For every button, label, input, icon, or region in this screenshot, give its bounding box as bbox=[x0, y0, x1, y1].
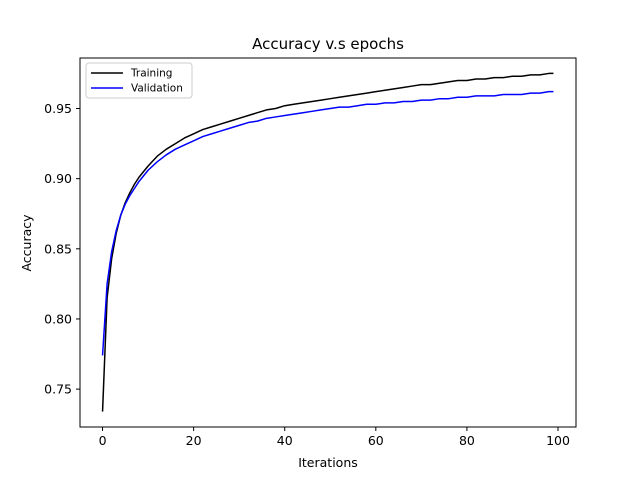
legend-box bbox=[85, 62, 193, 99]
x-axis-label: Iterations bbox=[298, 455, 358, 470]
x-tick-label: 80 bbox=[459, 433, 475, 448]
legend: Training Validation bbox=[85, 62, 193, 99]
y-axis: 0.75 0.80 0.85 0.90 0.95 bbox=[44, 101, 80, 397]
x-tick-label: 60 bbox=[368, 433, 384, 448]
chart-title: Accuracy v.s epochs bbox=[252, 35, 404, 53]
y-axis-label: Accuracy bbox=[19, 214, 34, 272]
y-tick-label: 0.75 bbox=[44, 382, 72, 397]
x-tick-label: 20 bbox=[186, 433, 202, 448]
y-tick-label: 0.95 bbox=[44, 101, 72, 116]
legend-label-training: Training bbox=[130, 68, 172, 80]
x-tick-label: 100 bbox=[546, 433, 570, 448]
x-tick-label: 0 bbox=[99, 433, 107, 448]
plot-frame bbox=[79, 57, 577, 428]
series-line-validation bbox=[101, 90, 554, 356]
legend-label-validation: Validation bbox=[131, 83, 183, 95]
y-tick-label: 0.90 bbox=[44, 171, 72, 186]
x-tick-label: 40 bbox=[277, 433, 293, 448]
series-layer bbox=[101, 72, 554, 412]
y-tick-label: 0.80 bbox=[44, 311, 72, 326]
series-line-training bbox=[101, 72, 554, 412]
x-axis: 0 20 40 60 80 100 bbox=[99, 427, 570, 448]
y-tick-label: 0.85 bbox=[44, 241, 72, 256]
